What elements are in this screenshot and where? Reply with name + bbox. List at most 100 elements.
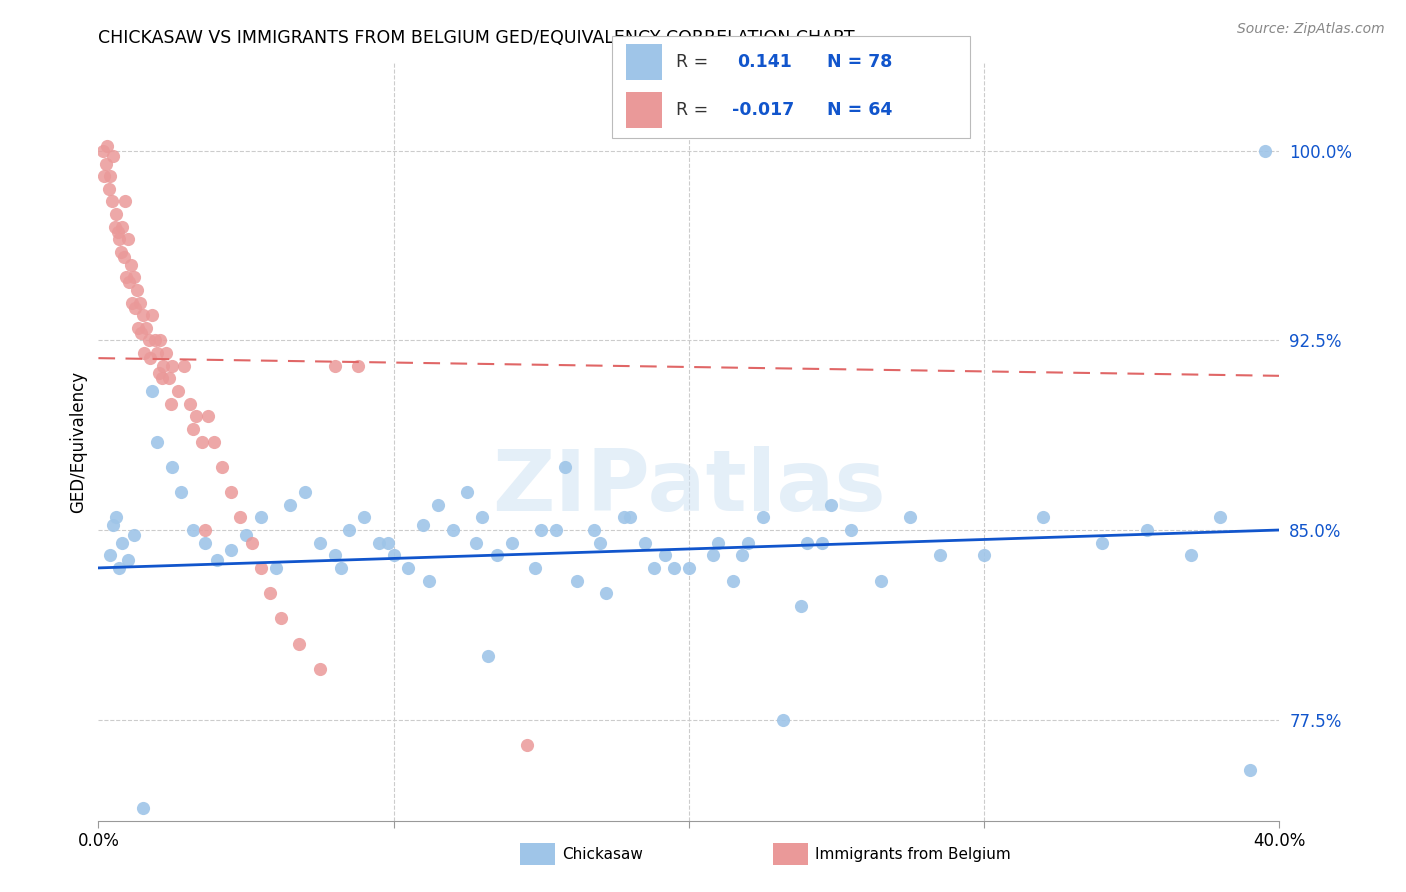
Text: N = 64: N = 64 xyxy=(827,101,891,119)
Point xyxy=(117,232,139,246)
Point xyxy=(280,498,302,512)
Point xyxy=(173,359,195,373)
Point xyxy=(117,553,139,567)
Point xyxy=(1254,144,1277,158)
Point xyxy=(250,510,273,524)
Point xyxy=(105,207,128,221)
Point xyxy=(94,156,117,170)
Point xyxy=(702,549,724,563)
Point xyxy=(132,308,155,322)
Bar xyxy=(626,92,662,128)
Point xyxy=(1239,763,1261,777)
Point xyxy=(323,549,346,563)
Point xyxy=(141,308,163,322)
Point xyxy=(583,523,606,537)
Point xyxy=(97,182,120,196)
Point xyxy=(135,321,157,335)
Point xyxy=(91,144,114,158)
Point xyxy=(309,535,332,549)
Text: R =: R = xyxy=(676,53,709,70)
Point xyxy=(329,561,352,575)
Point xyxy=(634,535,657,549)
Point xyxy=(104,219,127,234)
Point xyxy=(112,250,135,264)
Point xyxy=(149,334,172,348)
Point xyxy=(643,561,665,575)
Point xyxy=(235,528,257,542)
Point xyxy=(194,535,217,549)
Point xyxy=(259,586,281,600)
Point xyxy=(221,543,243,558)
Point xyxy=(900,510,922,524)
Point xyxy=(155,346,177,360)
Point xyxy=(723,574,745,588)
Point xyxy=(127,321,149,335)
Point xyxy=(111,219,134,234)
Point xyxy=(167,384,190,398)
Point xyxy=(1180,549,1202,563)
Point xyxy=(1032,510,1054,524)
Point xyxy=(1136,523,1159,537)
Point xyxy=(159,397,181,411)
Point xyxy=(181,422,204,436)
Point xyxy=(1091,535,1114,549)
Point xyxy=(157,371,180,385)
Point xyxy=(772,713,794,727)
Point xyxy=(250,561,273,575)
Point xyxy=(309,662,332,676)
Point xyxy=(288,637,311,651)
Point xyxy=(524,561,547,575)
Point xyxy=(595,586,617,600)
Point xyxy=(796,535,818,549)
Point xyxy=(96,139,118,153)
Point xyxy=(93,169,115,184)
Point xyxy=(264,561,287,575)
Point xyxy=(811,535,834,549)
Point xyxy=(118,276,141,290)
Point xyxy=(477,649,499,664)
Point xyxy=(654,549,676,563)
Point xyxy=(323,359,346,373)
Point xyxy=(141,384,163,398)
Point xyxy=(191,434,214,449)
Point xyxy=(110,245,132,260)
Text: Chickasaw: Chickasaw xyxy=(562,847,644,862)
Text: Source: ZipAtlas.com: Source: ZipAtlas.com xyxy=(1237,22,1385,37)
Point xyxy=(194,523,217,537)
Point xyxy=(139,351,162,366)
Point xyxy=(150,371,173,385)
Point xyxy=(134,346,156,360)
Point xyxy=(465,535,488,549)
Point xyxy=(339,523,361,537)
Point xyxy=(377,535,399,549)
Point xyxy=(197,409,219,424)
Point xyxy=(412,518,434,533)
Point xyxy=(790,599,813,613)
Point xyxy=(229,510,252,524)
Point xyxy=(128,295,150,310)
Point xyxy=(103,518,125,533)
Point xyxy=(125,283,148,297)
Point xyxy=(841,523,863,537)
Point xyxy=(870,574,893,588)
Point xyxy=(98,169,121,184)
Point xyxy=(114,194,136,209)
Point xyxy=(122,528,145,542)
Point xyxy=(731,549,754,563)
Point xyxy=(124,301,146,315)
Point xyxy=(122,270,145,285)
Point xyxy=(107,225,129,239)
Text: R =: R = xyxy=(676,101,709,119)
Point xyxy=(202,434,225,449)
Point xyxy=(554,459,576,474)
Point xyxy=(221,485,243,500)
Point xyxy=(108,232,131,246)
Y-axis label: GED/Equivalency: GED/Equivalency xyxy=(69,370,87,513)
Point xyxy=(103,149,125,163)
Point xyxy=(162,459,183,474)
Point xyxy=(152,359,174,373)
Point xyxy=(368,535,391,549)
Point xyxy=(132,801,155,815)
Point xyxy=(115,270,138,285)
Point xyxy=(471,510,494,524)
